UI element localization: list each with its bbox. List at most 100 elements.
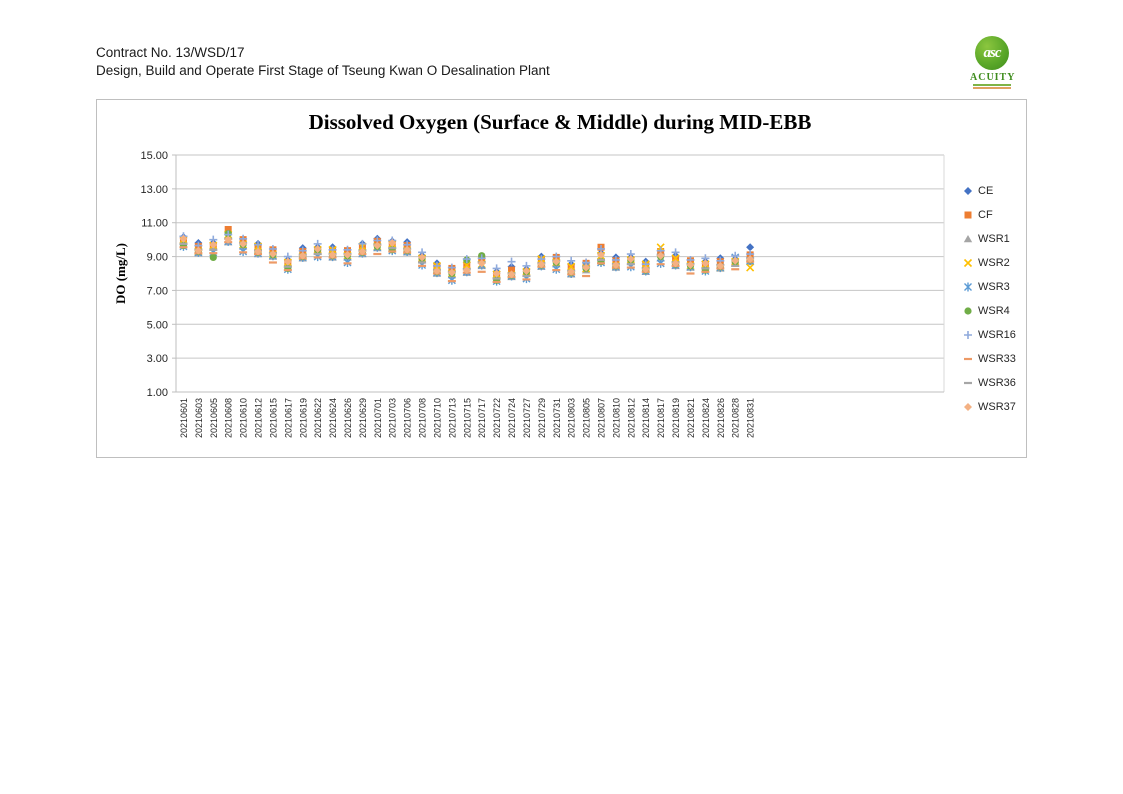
acuity-logo-icon: asc bbox=[975, 36, 1009, 70]
data-point-marker bbox=[447, 268, 456, 277]
x-tick-label: 20210615 bbox=[268, 398, 278, 438]
x-tick-label: 20210619 bbox=[298, 398, 308, 438]
do-scatter-chart: Dissolved Oxygen (Surface & Middle) duri… bbox=[96, 99, 1027, 458]
plus-marker-icon bbox=[964, 331, 972, 339]
logo-tagline bbox=[973, 84, 1011, 89]
x-tick-label: 20210715 bbox=[462, 398, 472, 438]
data-point-marker bbox=[567, 267, 576, 276]
x-tick-label: 20210608 bbox=[224, 398, 234, 438]
data-point-marker bbox=[671, 259, 680, 268]
x-tick-label: 20210603 bbox=[194, 398, 204, 438]
x-tick-label: 20210812 bbox=[626, 398, 636, 438]
data-point-marker bbox=[597, 250, 606, 259]
legend-item-WSR33: WSR33 bbox=[962, 347, 1016, 371]
data-point-marker bbox=[254, 240, 263, 249]
x-tick-label: 20210810 bbox=[611, 398, 621, 438]
x-tick-label: 20210731 bbox=[552, 398, 562, 438]
logo-tagline-bar bbox=[973, 84, 1011, 86]
x-tick-label: 20210814 bbox=[641, 398, 651, 438]
data-point-marker bbox=[626, 255, 635, 264]
x-tick-label: 20210724 bbox=[507, 398, 517, 438]
legend-item-WSR36: WSR36 bbox=[962, 371, 1016, 395]
logo-name: ACUITY bbox=[970, 72, 1016, 83]
data-point-marker bbox=[671, 254, 680, 263]
data-point-marker bbox=[701, 259, 710, 268]
project-title: Design, Build and Operate First Stage of… bbox=[96, 63, 550, 78]
legend-item-WSR1: WSR1 bbox=[962, 227, 1016, 251]
y-tick-label: 11.00 bbox=[141, 218, 168, 230]
legend-item-WSR3: WSR3 bbox=[962, 275, 1016, 299]
x-tick-label: 20210629 bbox=[358, 398, 368, 438]
data-point-marker bbox=[462, 260, 471, 270]
legend-label: WSR16 bbox=[978, 329, 1016, 341]
square-marker-icon bbox=[964, 211, 972, 219]
x-tick-label: 20210626 bbox=[343, 398, 353, 438]
x-tick-label: 20210701 bbox=[373, 398, 383, 438]
legend-item-CF: CF bbox=[962, 203, 1016, 227]
y-axis-title: DO (mg/L) bbox=[113, 243, 128, 304]
x-tick-label: 20210805 bbox=[582, 398, 592, 438]
data-point-marker bbox=[224, 225, 232, 233]
data-point-marker bbox=[731, 256, 740, 265]
legend-item-WSR37: WSR37 bbox=[962, 395, 1016, 419]
diamond-marker-icon bbox=[964, 187, 972, 195]
data-point-marker bbox=[964, 307, 972, 315]
data-point-marker bbox=[283, 257, 292, 266]
dash-marker-icon bbox=[964, 381, 972, 385]
x-tick-label: 20210610 bbox=[239, 398, 249, 438]
x-tick-label: 20210826 bbox=[716, 398, 726, 438]
legend-label: CF bbox=[978, 209, 993, 221]
data-point-marker bbox=[746, 243, 755, 252]
legend-item-WSR16: WSR16 bbox=[962, 323, 1016, 347]
data-point-marker bbox=[462, 255, 471, 264]
data-point-marker bbox=[239, 239, 248, 248]
data-point-marker bbox=[209, 253, 217, 262]
x-tick-label: 20210601 bbox=[179, 398, 189, 438]
x-tick-label: 20210824 bbox=[701, 398, 711, 438]
chart-legend: CE CF WSR1 WSR2 WSR3 WSR4 WSR16 WSR33 WSR36 WSR37 bbox=[962, 179, 1016, 419]
triangle-marker-icon bbox=[963, 235, 973, 243]
data-point-marker bbox=[964, 211, 972, 219]
data-point-marker bbox=[388, 239, 397, 248]
x-tick-label: 20210617 bbox=[283, 398, 293, 438]
x-tick-label: 20210713 bbox=[447, 398, 457, 438]
x-tick-label: 20210612 bbox=[254, 398, 264, 438]
x-tick-label: 20210703 bbox=[388, 398, 398, 438]
x-tick-label: 20210831 bbox=[746, 398, 756, 438]
data-point-marker bbox=[567, 256, 576, 265]
legend-label: WSR2 bbox=[978, 257, 1010, 269]
data-point-marker bbox=[746, 255, 755, 264]
x-tick-label: 20210708 bbox=[418, 398, 428, 438]
x-tick-label: 20210605 bbox=[209, 398, 219, 438]
data-point-marker bbox=[963, 258, 973, 268]
data-point-marker bbox=[686, 261, 695, 270]
y-tick-label: 1.00 bbox=[147, 387, 168, 399]
x-tick-label: 20210803 bbox=[567, 398, 577, 438]
x-tick-label: 20210706 bbox=[403, 398, 413, 438]
legend-item-WSR4: WSR4 bbox=[962, 299, 1016, 323]
legend-item-WSR2: WSR2 bbox=[962, 251, 1016, 275]
x-marker-icon bbox=[963, 258, 973, 268]
data-point-marker bbox=[254, 247, 263, 256]
legend-item-CE: CE bbox=[962, 179, 1016, 203]
x-tick-label: 20210807 bbox=[597, 398, 607, 438]
series-WSR16 bbox=[179, 230, 755, 273]
data-point-marker bbox=[403, 245, 412, 254]
x-tick-label: 20210717 bbox=[477, 398, 487, 438]
x-tick-label: 20210828 bbox=[731, 398, 741, 438]
diamond-marker-icon bbox=[964, 403, 972, 411]
data-point-marker bbox=[462, 266, 471, 275]
data-point-marker bbox=[522, 266, 531, 275]
data-point-marker bbox=[373, 241, 382, 250]
x-tick-label: 20210722 bbox=[492, 398, 502, 438]
data-point-marker bbox=[268, 250, 277, 259]
x-tick-label: 20210727 bbox=[522, 398, 532, 438]
data-point-marker bbox=[582, 263, 591, 272]
document-header: Contract No. 13/WSD/17 Design, Build and… bbox=[96, 44, 550, 80]
data-point-marker bbox=[298, 251, 307, 260]
x-tick-label: 20210817 bbox=[656, 398, 666, 438]
data-point-marker bbox=[224, 235, 233, 244]
y-tick-label: 3.00 bbox=[147, 353, 168, 365]
data-point-marker bbox=[358, 239, 367, 248]
